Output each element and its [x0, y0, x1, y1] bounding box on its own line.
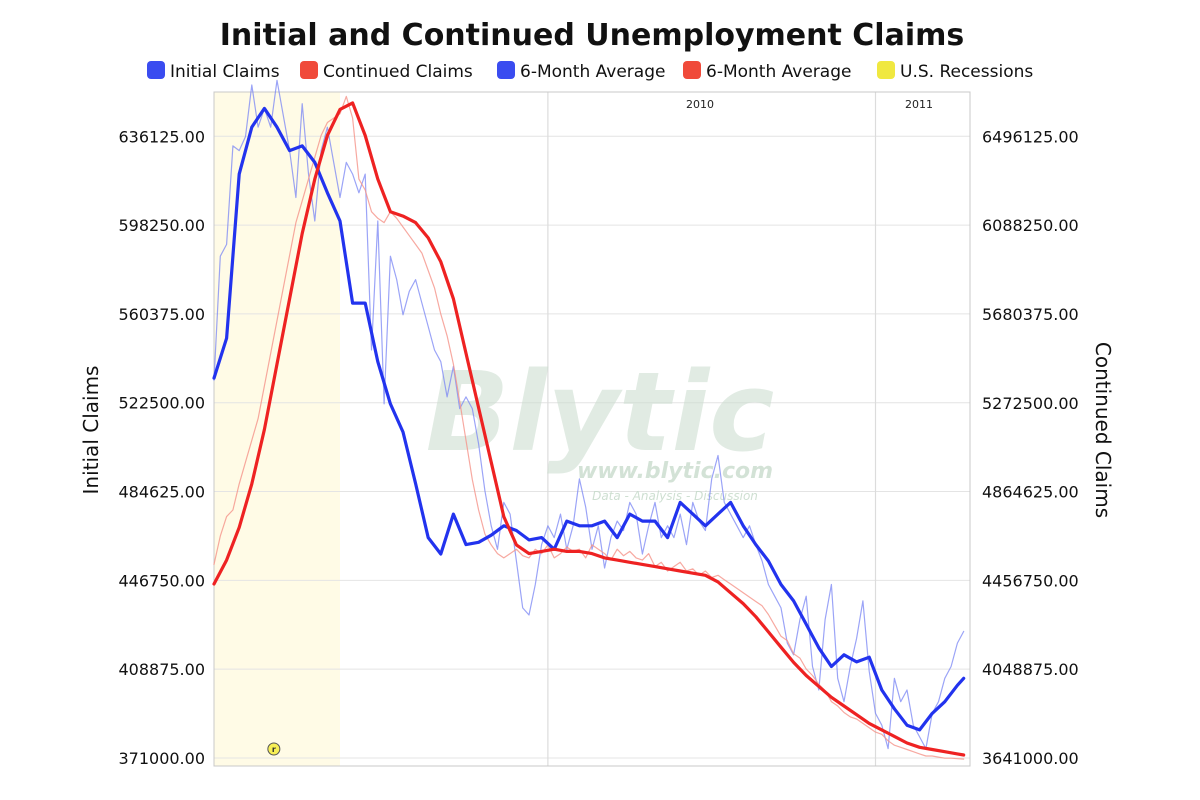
legend-swatch — [300, 61, 318, 79]
y-right-tick-label: 3641000.00 — [982, 749, 1079, 768]
y-left-axis-label: Initial Claims — [79, 366, 103, 495]
legend-item-label: Initial Claims — [170, 62, 280, 82]
y-right-tick-label: 4456750.00 — [982, 571, 1079, 590]
y-right-axis-label: Continued Claims — [1091, 342, 1115, 518]
series-line-3 — [212, 106, 966, 732]
series-line-4 — [212, 101, 966, 757]
y-right-tick-label: 5680375.00 — [982, 305, 1079, 324]
x-year-label: 2011 — [905, 98, 933, 111]
watermark-tagline: Data - Analysis - Discussion — [592, 489, 758, 503]
y-left-tick-label: 484625.00 — [118, 483, 205, 502]
y-right-tick-label: 4048875.00 — [982, 660, 1079, 679]
plot-area: r — [213, 91, 971, 767]
event-marker-label: r — [272, 745, 276, 754]
watermark-logo: Blytic — [426, 348, 775, 476]
legend-item-label: 6-Month Average — [520, 62, 665, 82]
x-year-label: 2010 — [686, 98, 714, 111]
left-axis-ticks: 371000.00 408875.00 446750.00 484625.00 5225… — [118, 127, 205, 768]
year-labels: 2010 2011 — [686, 98, 933, 111]
legend-swatch — [147, 61, 165, 79]
y-right-tick-label: 4864625.00 — [982, 483, 1079, 502]
legend-item-label: U.S. Recessions — [900, 62, 1033, 82]
watermark-url: www.blytic.com — [577, 459, 773, 484]
legend: Initial Claims Continued Claims 6-Month Av… — [147, 61, 1033, 82]
legend-item-label: Continued Claims — [323, 62, 473, 82]
y-left-tick-label: 560375.00 — [118, 305, 205, 324]
watermark: Blytic www.blytic.com Data - Analysis - … — [426, 348, 775, 503]
series-line-1 — [213, 79, 965, 750]
legend-swatch — [497, 61, 515, 79]
y-right-tick-label: 5272500.00 — [982, 394, 1079, 413]
y-left-tick-label: 636125.00 — [118, 127, 205, 146]
event-marker — [267, 742, 281, 756]
y-right-tick-label: 6496125.00 — [982, 127, 1079, 146]
right-axis-ticks: 3641000.00 4048875.00 4456750.00 4864625.00… — [982, 127, 1079, 768]
y-left-tick-label: 598250.00 — [118, 216, 205, 235]
legend-swatch — [877, 61, 895, 79]
chart-title: Initial and Continued Unemployment Claim… — [220, 18, 964, 53]
y-left-tick-label: 371000.00 — [118, 749, 205, 768]
legend-swatch — [683, 61, 701, 79]
series-layer — [212, 79, 966, 760]
y-right-tick-label: 6088250.00 — [982, 216, 1079, 235]
legend-item-label: 6-Month Average — [706, 62, 851, 82]
plot-border — [213, 91, 971, 767]
y-left-tick-label: 522500.00 — [118, 394, 205, 413]
recession-band — [214, 92, 340, 766]
y-left-tick-label: 446750.00 — [118, 571, 205, 590]
y-left-tick-label: 408875.00 — [118, 660, 205, 679]
